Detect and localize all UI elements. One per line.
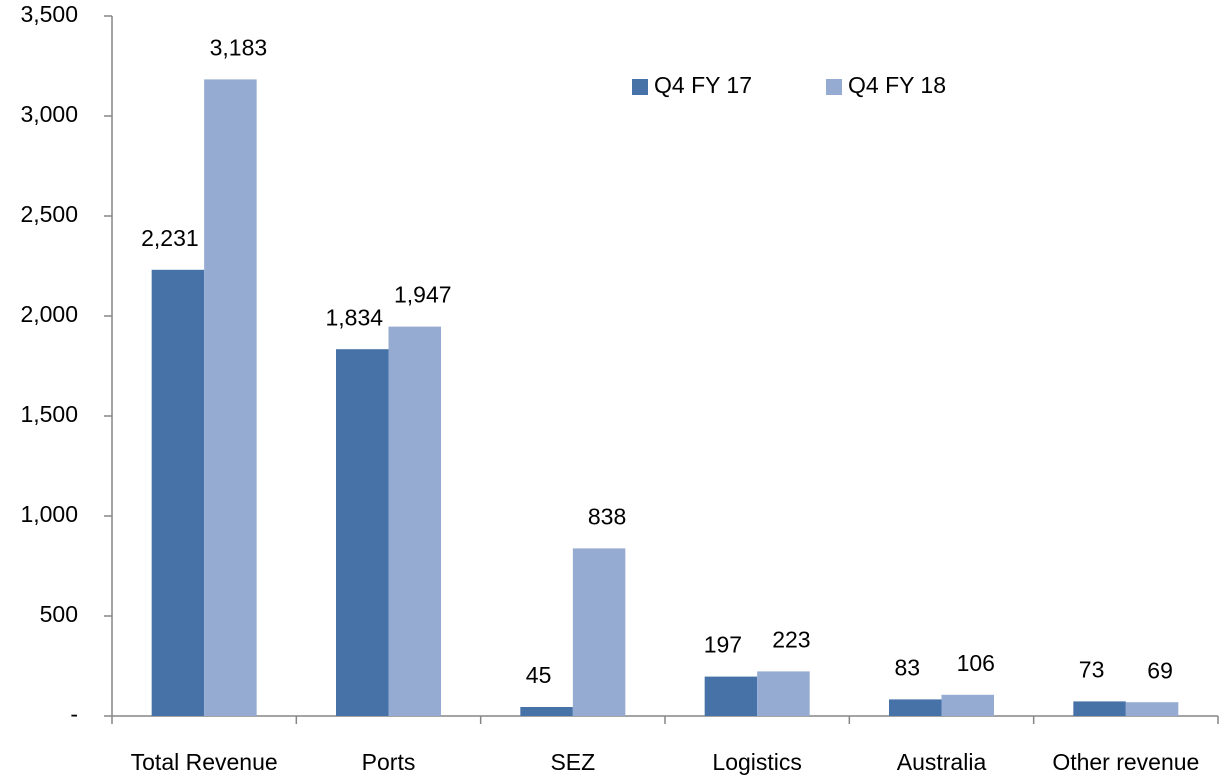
value-label: 106	[957, 650, 995, 676]
value-label: 2,231	[141, 225, 199, 251]
legend-swatch	[826, 79, 842, 95]
legend-swatch	[632, 79, 648, 95]
y-tick-label: 2,000	[20, 301, 78, 327]
bar	[941, 694, 994, 716]
bar	[889, 699, 942, 716]
y-tick-label: 1,000	[20, 501, 78, 527]
bar	[1125, 702, 1179, 716]
bar	[1073, 701, 1126, 716]
x-tick-label: Other revenue	[1052, 749, 1199, 775]
x-tick-label: Logistics	[712, 749, 801, 775]
bar	[704, 676, 758, 716]
bar	[520, 707, 573, 716]
y-tick-label: 3,000	[20, 101, 78, 127]
bar	[572, 548, 626, 716]
x-tick-label: SEZ	[550, 749, 595, 775]
value-label: 1,834	[325, 304, 383, 330]
value-label: 45	[526, 662, 552, 688]
legend-label: Q4 FY 17	[654, 72, 752, 98]
bar	[204, 79, 257, 716]
value-label: 73	[1079, 656, 1105, 682]
value-label: 3,183	[210, 34, 268, 60]
x-tick-label: Ports	[362, 749, 416, 775]
bar	[388, 326, 441, 716]
legend-label: Q4 FY 18	[848, 72, 946, 98]
value-label: 69	[1147, 657, 1173, 683]
bar	[757, 671, 810, 716]
value-label: 83	[894, 654, 920, 680]
value-label: 197	[704, 632, 742, 658]
y-tick-label: 3,500	[20, 1, 78, 27]
value-label: 838	[588, 503, 626, 529]
value-label: 1,947	[394, 282, 452, 308]
value-label: 223	[772, 626, 810, 652]
y-tick-label: 2,500	[20, 201, 78, 227]
y-tick-label: 500	[40, 601, 78, 627]
y-tick-label: 1,500	[20, 401, 78, 427]
bar	[151, 269, 205, 716]
x-tick-label: Australia	[897, 749, 987, 775]
x-tick-label: Total Revenue	[131, 749, 278, 775]
y-tick-label: -	[70, 701, 78, 727]
bar	[336, 349, 389, 716]
